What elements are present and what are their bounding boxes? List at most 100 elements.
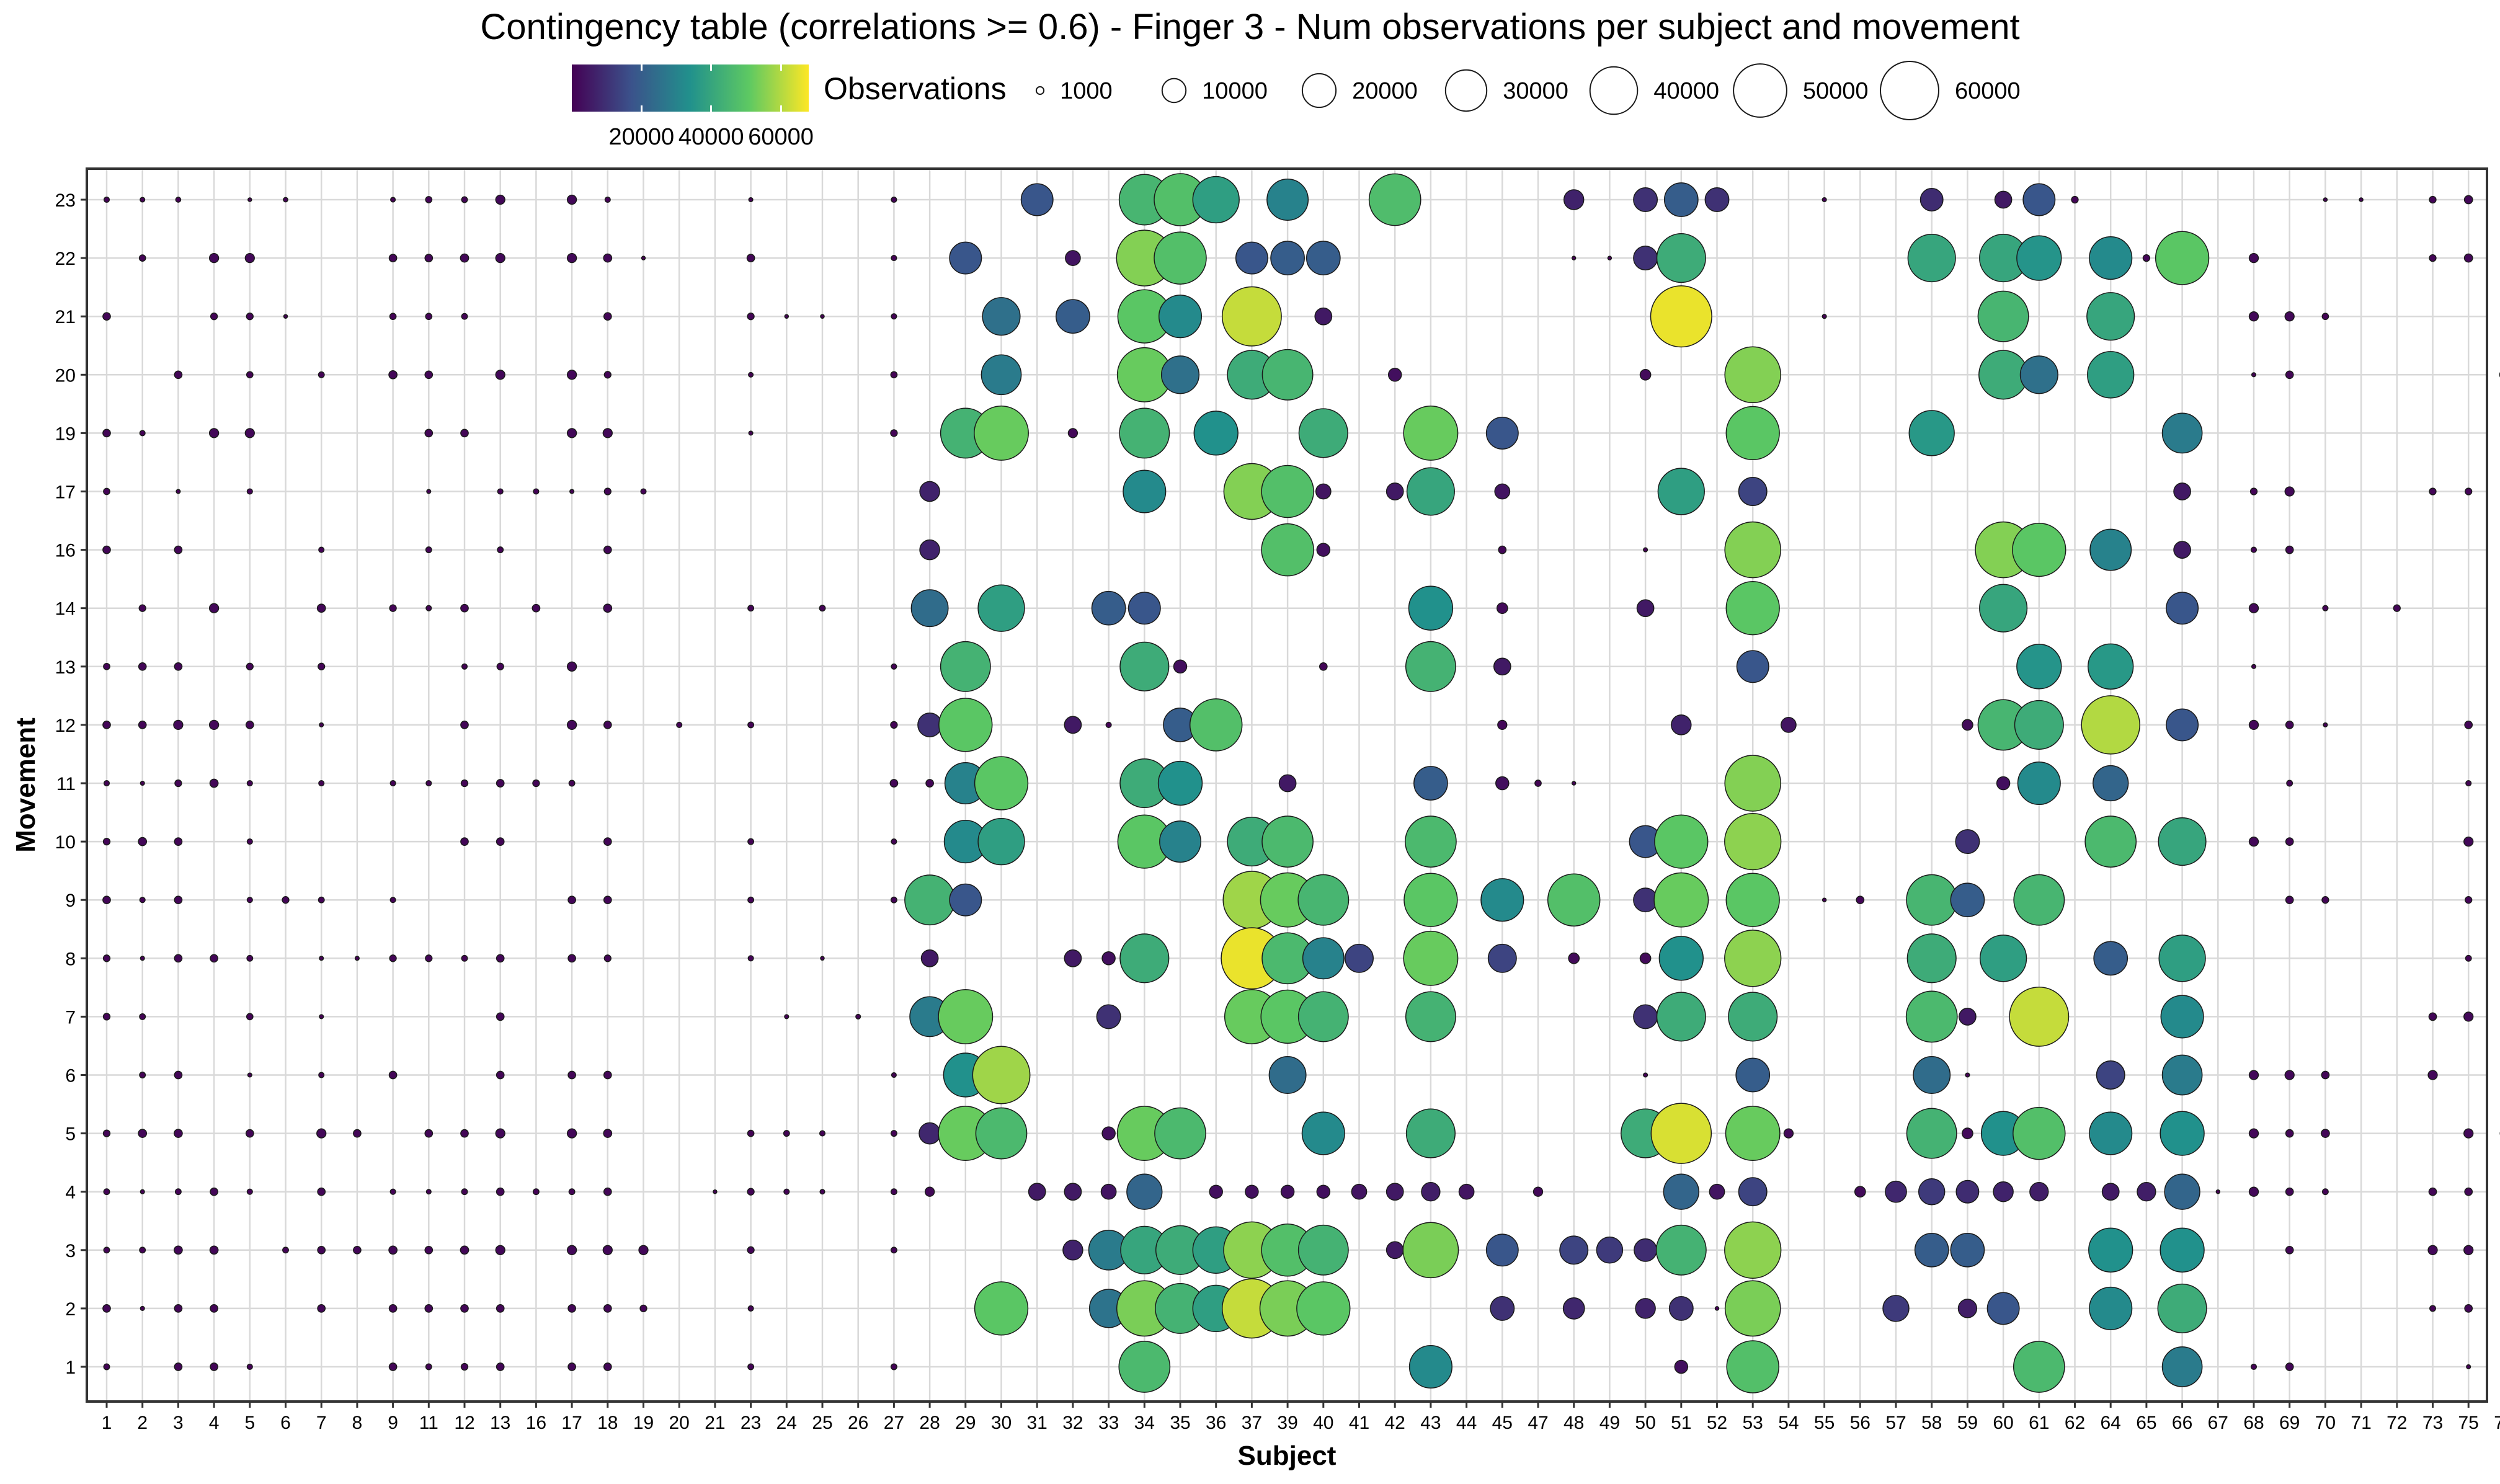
- color-legend-tick: [640, 64, 643, 71]
- data-point: [1270, 241, 1305, 275]
- data-point: [246, 371, 254, 379]
- x-tick-label: 48: [1564, 1413, 1584, 1433]
- data-point: [567, 895, 576, 905]
- data-point: [747, 1129, 755, 1137]
- data-point: [1154, 1107, 1206, 1160]
- x-tick-label: 71: [2351, 1413, 2371, 1433]
- data-point: [1408, 1344, 1452, 1389]
- x-tick-label: 53: [1743, 1413, 1763, 1433]
- data-point: [603, 721, 612, 729]
- data-point: [2155, 231, 2210, 285]
- x-tick-label: 21: [705, 1413, 725, 1433]
- data-point: [461, 1188, 468, 1196]
- data-point: [1261, 349, 1314, 401]
- data-point: [425, 780, 432, 787]
- data-point: [568, 1188, 576, 1196]
- data-point: [747, 838, 755, 845]
- data-point: [2022, 183, 2056, 216]
- data-point: [2089, 1111, 2133, 1155]
- data-point: [1643, 547, 1648, 553]
- data-point: [1406, 467, 1455, 516]
- data-point: [318, 780, 325, 787]
- data-point: [1965, 1072, 1970, 1078]
- data-point: [210, 1362, 218, 1371]
- x-tick-label: 68: [2243, 1413, 2264, 1433]
- data-point: [2084, 815, 2137, 868]
- data-point: [244, 428, 255, 438]
- data-point: [2173, 482, 2191, 500]
- data-point: [424, 370, 434, 380]
- size-legend-label: 30000: [1503, 78, 1568, 104]
- data-point: [603, 954, 612, 962]
- data-point: [174, 837, 183, 846]
- data-point: [102, 954, 111, 962]
- data-point: [2250, 546, 2258, 553]
- data-point: [2463, 836, 2474, 847]
- data-point: [425, 313, 433, 321]
- color-legend-tick: [710, 105, 713, 112]
- data-point: [566, 428, 577, 438]
- data-point: [102, 429, 111, 438]
- data-point: [567, 1304, 576, 1313]
- data-point: [102, 545, 111, 554]
- data-point: [1261, 523, 1314, 577]
- data-point: [1950, 1232, 1985, 1268]
- data-point: [1563, 189, 1585, 210]
- size-legend-label: 20000: [1352, 78, 1418, 104]
- data-point: [1221, 286, 1282, 347]
- data-point: [1668, 1295, 1694, 1321]
- data-point: [747, 1363, 755, 1371]
- data-point: [747, 896, 755, 904]
- data-point: [495, 1128, 505, 1139]
- data-point: [1854, 1186, 1866, 1198]
- data-point: [2464, 1304, 2473, 1313]
- data-point: [1986, 1292, 2020, 1325]
- data-point: [1485, 416, 1519, 450]
- data-point: [566, 719, 577, 731]
- data-point: [460, 253, 469, 263]
- data-point: [460, 721, 469, 729]
- x-tick-label: 7: [316, 1413, 327, 1433]
- data-point: [747, 1188, 755, 1196]
- data-point: [2463, 253, 2473, 263]
- x-tick-label: 75: [2458, 1413, 2479, 1433]
- data-point: [1266, 179, 1309, 221]
- x-tick-label: 50: [1635, 1413, 1655, 1433]
- data-point: [981, 354, 1022, 396]
- data-point: [389, 780, 396, 787]
- data-point: [1493, 657, 1511, 676]
- x-tick-label: 9: [388, 1413, 398, 1433]
- data-point: [1568, 952, 1580, 964]
- data-point: [676, 721, 683, 728]
- data-point: [174, 1245, 183, 1255]
- data-point: [602, 1245, 613, 1255]
- data-point: [2096, 1060, 2125, 1090]
- data-points: [102, 173, 2500, 1393]
- data-point: [496, 1187, 505, 1196]
- data-point: [2248, 1070, 2259, 1080]
- data-point: [140, 1189, 145, 1194]
- data-point: [174, 662, 183, 671]
- data-point: [1302, 937, 1345, 980]
- data-point: [910, 589, 949, 628]
- data-point: [388, 1245, 398, 1255]
- data-point: [1650, 1103, 1712, 1164]
- data-point: [1653, 872, 1709, 928]
- data-point: [460, 837, 469, 846]
- data-point: [246, 1013, 254, 1021]
- data-point: [1101, 1126, 1116, 1140]
- data-point: [2248, 836, 2259, 847]
- data-point: [603, 895, 612, 905]
- data-point: [2429, 1305, 2436, 1312]
- data-point: [246, 1363, 253, 1371]
- data-point: [496, 954, 505, 963]
- data-point: [1532, 1186, 1544, 1197]
- data-point: [102, 837, 111, 846]
- data-point: [949, 241, 982, 275]
- data-point: [748, 371, 754, 378]
- data-point: [1368, 173, 1421, 226]
- data-point: [890, 371, 898, 379]
- data-point: [460, 1304, 469, 1313]
- data-point: [425, 954, 433, 962]
- data-point: [208, 603, 220, 613]
